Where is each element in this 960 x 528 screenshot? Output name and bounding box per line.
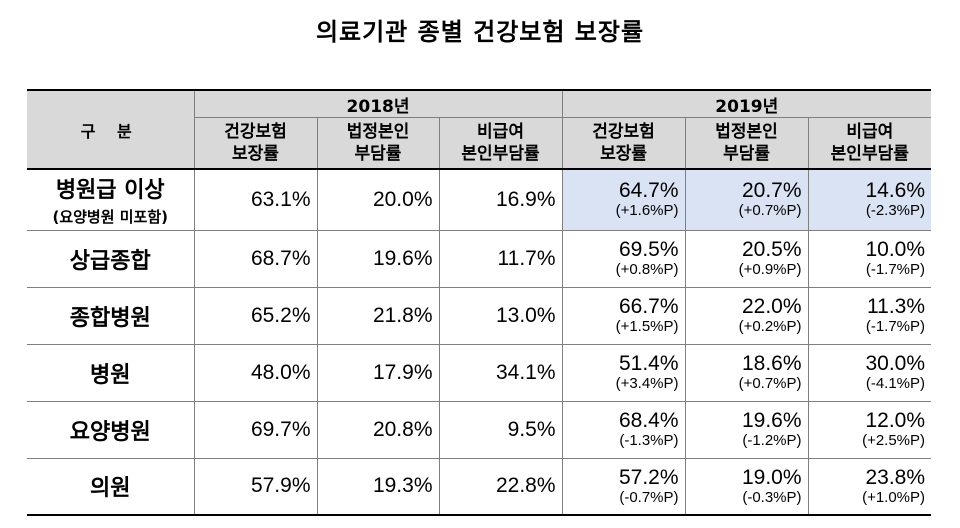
row-label: 종합병원 (27, 286, 195, 345)
col-header-noncovered-2019: 비급여 본인부담률 (807, 117, 932, 170)
table-row: 의원 57.9% 19.3% 22.8% 57.2% (-0.7%P) 19.0%… (27, 457, 932, 516)
cell-2019: 20.7% (+0.7%P) (684, 168, 809, 231)
cell-2019: 22.0% (+0.2%P) (684, 286, 809, 345)
cell-2018: 34.1% (438, 343, 563, 402)
cell-2019: 23.8% (+1.0%P) (807, 457, 932, 516)
page-title: 의료기관 종별 건강보험 보장률 (315, 18, 645, 46)
cell-2018: 16.9% (438, 168, 563, 231)
row-label: 요양병원 (27, 400, 195, 459)
cell-2019: 19.0% (-0.3%P) (684, 457, 809, 516)
col-header-noncovered-2018: 비급여 본인부담률 (438, 117, 563, 170)
row-label: 병원 (27, 343, 195, 402)
cell-2018: 9.5% (438, 400, 563, 459)
col-header-statutory-2018: 법정본인 부담률 (316, 117, 440, 170)
cell-2019: 14.6% (-2.3%P) (807, 168, 932, 231)
cell-2018: 21.8% (316, 286, 440, 345)
coverage-table: 구 분 2018년 2019년 건강보험 보장률 법정본인 부담률 비급여 본인부담률… (27, 89, 932, 516)
cell-2019: 66.7% (+1.5%P) (561, 286, 686, 345)
cell-2018: 11.7% (438, 229, 563, 288)
cell-2019: 12.0% (+2.5%P) (807, 400, 932, 459)
cell-2018: 19.3% (316, 457, 440, 516)
cell-2018: 69.7% (193, 400, 318, 459)
col-header-statutory-2019: 법정본인 부담률 (684, 117, 809, 170)
col-header-coverage-2019: 건강보험 보장률 (561, 117, 686, 170)
category-header: 구 분 (27, 89, 195, 170)
col-header-coverage-2018: 건강보험 보장률 (193, 117, 318, 170)
cell-2019: 68.4% (-1.3%P) (561, 400, 686, 459)
cell-2019: 57.2% (-0.7%P) (561, 457, 686, 516)
row-label: 의원 (27, 457, 195, 516)
cell-2019: 19.6% (-1.2%P) (684, 400, 809, 459)
cell-2018: 19.6% (316, 229, 440, 288)
cell-2019: 11.3% (-1.7%P) (807, 286, 932, 345)
cell-2018: 17.9% (316, 343, 440, 402)
cell-2019: 51.4% (+3.4%P) (561, 343, 686, 402)
table-row: 요양병원 69.7% 20.8% 9.5% 68.4% (-1.3%P) 19.6… (27, 400, 932, 459)
cell-2018: 22.8% (438, 457, 563, 516)
cell-2018: 68.7% (193, 229, 318, 288)
cell-2019: 64.7% (+1.6%P) (561, 168, 686, 231)
cell-2019: 10.0% (-1.7%P) (807, 229, 932, 288)
table-row: 병원 48.0% 17.9% 34.1% 51.4% (+3.4%P) 18.6%… (27, 343, 932, 402)
cell-2018: 48.0% (193, 343, 318, 402)
table-row: 병원급 이상 (요양병원 미포함) 63.1% 20.0% 16.9% 64.7%… (27, 168, 932, 231)
cell-2019: 20.5% (+0.9%P) (684, 229, 809, 288)
cell-2018: 63.1% (193, 168, 318, 231)
row-label: 병원급 이상 (요양병원 미포함) (27, 168, 195, 231)
cell-2019: 69.5% (+0.8%P) (561, 229, 686, 288)
cell-2019: 18.6% (+0.7%P) (684, 343, 809, 402)
cell-2018: 20.0% (316, 168, 440, 231)
row-label: 상급종합 (27, 229, 195, 288)
cell-2018: 57.9% (193, 457, 318, 516)
cell-2018: 20.8% (316, 400, 440, 459)
cell-2018: 65.2% (193, 286, 318, 345)
year-header-2018: 2018년 (193, 89, 563, 118)
cell-2019: 30.0% (-4.1%P) (807, 343, 932, 402)
year-header-2019: 2019년 (561, 89, 932, 118)
table-row: 종합병원 65.2% 21.8% 13.0% 66.7% (+1.5%P) 22.… (27, 286, 932, 345)
cell-2018: 13.0% (438, 286, 563, 345)
table-row: 상급종합 68.7% 19.6% 11.7% 69.5% (+0.8%P) 20.… (27, 229, 932, 288)
